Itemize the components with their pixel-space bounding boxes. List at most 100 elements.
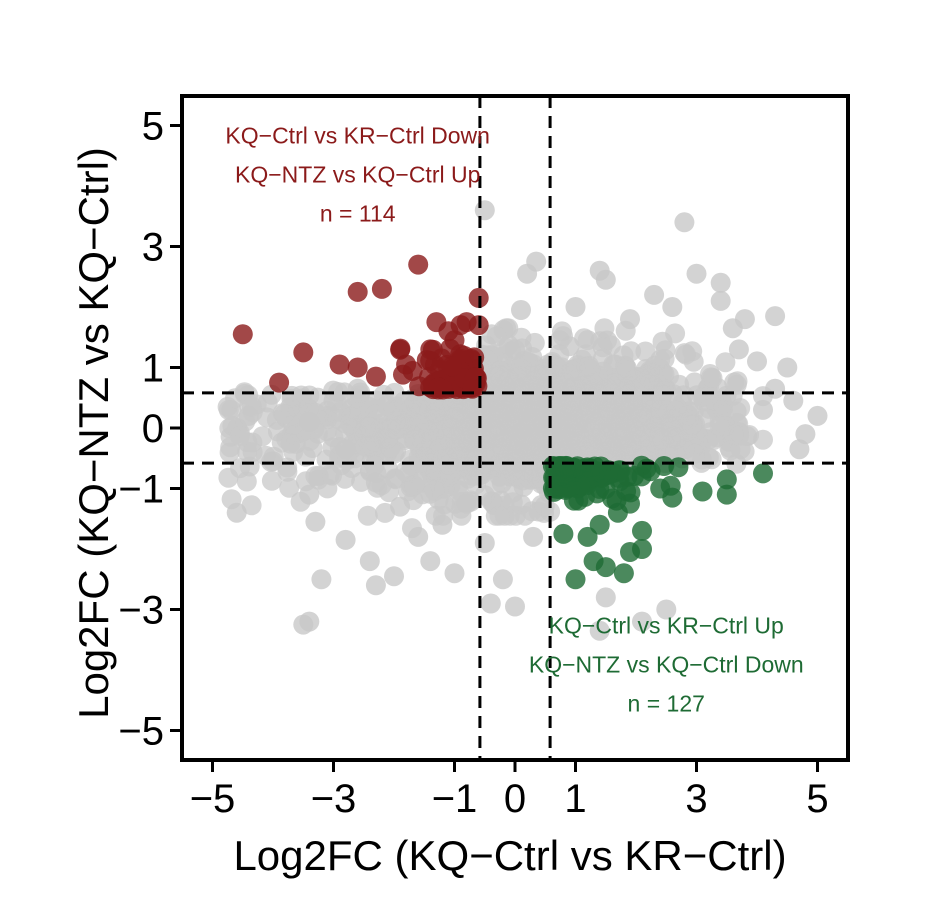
point-nonsignificant: [620, 309, 640, 330]
point-nonsignificant: [238, 405, 259, 426]
threshold-lines: [182, 96, 848, 760]
point-nonsignificant: [715, 416, 736, 436]
point-up-down: [595, 557, 616, 578]
point-nonsignificant: [652, 385, 672, 406]
point-nonsignificant: [753, 429, 773, 450]
nonsignificant-points-group: [217, 200, 828, 641]
point-nonsignificant: [456, 411, 476, 432]
point-up-down: [632, 520, 652, 541]
annotation-down_up-line: n = 114: [320, 201, 396, 227]
y-tick-label: 3: [142, 226, 164, 270]
point-up-down: [668, 457, 689, 478]
point-nonsignificant: [674, 212, 695, 233]
point-up-down: [654, 456, 674, 476]
point-nonsignificant: [357, 505, 378, 526]
point-nonsignificant: [361, 436, 382, 457]
point-nonsignificant: [483, 346, 504, 366]
point-nonsignificant: [710, 290, 731, 311]
point-nonsignificant: [644, 284, 665, 305]
point-nonsignificant: [420, 551, 441, 572]
point-nonsignificant: [375, 502, 395, 523]
point-nonsignificant: [417, 412, 438, 433]
point-nonsignificant: [491, 490, 512, 511]
point-nonsignificant: [594, 318, 615, 339]
point-nonsignificant: [474, 200, 495, 221]
point-nonsignificant: [305, 511, 326, 532]
point-nonsignificant: [474, 533, 495, 553]
point-nonsignificant: [302, 438, 323, 458]
point-nonsignificant: [663, 409, 684, 430]
point-nonsignificant: [521, 461, 542, 482]
point-nonsignificant: [404, 475, 425, 496]
point-nonsignificant: [281, 385, 302, 406]
point-nonsignificant: [376, 395, 397, 416]
point-nonsignificant: [236, 471, 257, 492]
point-up-down: [553, 523, 574, 544]
point-up-down: [753, 463, 773, 484]
point-nonsignificant: [241, 495, 262, 516]
point-nonsignificant: [365, 472, 386, 493]
point-nonsignificant: [726, 374, 747, 395]
point-nonsignificant: [777, 357, 798, 378]
point-nonsignificant: [537, 373, 558, 394]
point-nonsignificant: [686, 263, 707, 284]
point-nonsignificant: [252, 426, 273, 447]
point-nonsignificant: [552, 321, 572, 342]
point-nonsignificant: [299, 484, 320, 505]
point-nonsignificant: [765, 306, 786, 327]
point-nonsignificant: [384, 566, 404, 587]
point-down-up: [450, 315, 471, 336]
y-tick-label: −3: [118, 589, 164, 633]
point-nonsignificant: [475, 408, 496, 429]
point-down-up: [293, 342, 314, 363]
point-nonsignificant: [662, 297, 683, 317]
point-nonsignificant: [789, 439, 810, 460]
point-nonsignificant: [556, 430, 577, 451]
point-nonsignificant: [807, 405, 828, 426]
point-nonsignificant: [434, 494, 455, 515]
point-nonsignificant: [489, 505, 510, 526]
point-up-down: [632, 539, 652, 559]
point-nonsignificant: [702, 368, 723, 388]
point-nonsignificant: [229, 425, 250, 446]
point-nonsignificant: [323, 390, 344, 411]
point-nonsignificant: [615, 356, 636, 377]
point-nonsignificant: [684, 372, 705, 393]
point-nonsignificant: [311, 569, 332, 590]
point-nonsignificant: [351, 471, 372, 492]
point-nonsignificant: [542, 398, 563, 419]
y-tick-label: 5: [142, 105, 164, 149]
annotation-up_down-line: KQ−NTZ vs KQ−Ctrl Down: [529, 652, 804, 678]
point-nonsignificant: [277, 461, 298, 482]
point-up-down: [586, 461, 607, 482]
point-nonsignificant: [684, 443, 705, 464]
annotation-up_down-line: KQ−Ctrl vs KR−Ctrl Up: [549, 613, 784, 639]
point-nonsignificant: [564, 379, 585, 400]
y-tick-label: 0: [142, 407, 164, 451]
point-up-down: [555, 458, 576, 479]
point-nonsignificant: [446, 439, 467, 460]
point-nonsignificant: [559, 336, 580, 357]
x-tick-label: −1: [432, 777, 478, 821]
annotation-up_down-line: n = 127: [628, 691, 705, 717]
point-nonsignificant: [263, 451, 283, 472]
x-tick-label: 0: [504, 777, 526, 821]
point-down-up: [442, 356, 462, 377]
point-nonsignificant: [322, 465, 342, 486]
point-nonsignificant: [486, 326, 507, 347]
point-nonsignificant: [408, 453, 429, 473]
point-nonsignificant: [335, 529, 356, 550]
point-nonsignificant: [622, 396, 643, 417]
point-nonsignificant: [405, 430, 426, 450]
annotation-down_up-line: KQ−NTZ vs KQ−Ctrl Up: [235, 162, 480, 188]
point-nonsignificant: [632, 611, 652, 632]
point-nonsignificant: [643, 417, 664, 438]
point-nonsignificant: [316, 421, 337, 442]
point-nonsignificant: [586, 397, 607, 418]
point-nonsignificant: [492, 569, 513, 590]
point-nonsignificant: [565, 297, 586, 317]
point-nonsignificant: [747, 351, 767, 372]
y-axis-ticks: 5 3 1 0 −1 −3 −5: [118, 105, 182, 754]
point-nonsignificant: [627, 417, 648, 437]
point-down-up: [329, 354, 350, 375]
